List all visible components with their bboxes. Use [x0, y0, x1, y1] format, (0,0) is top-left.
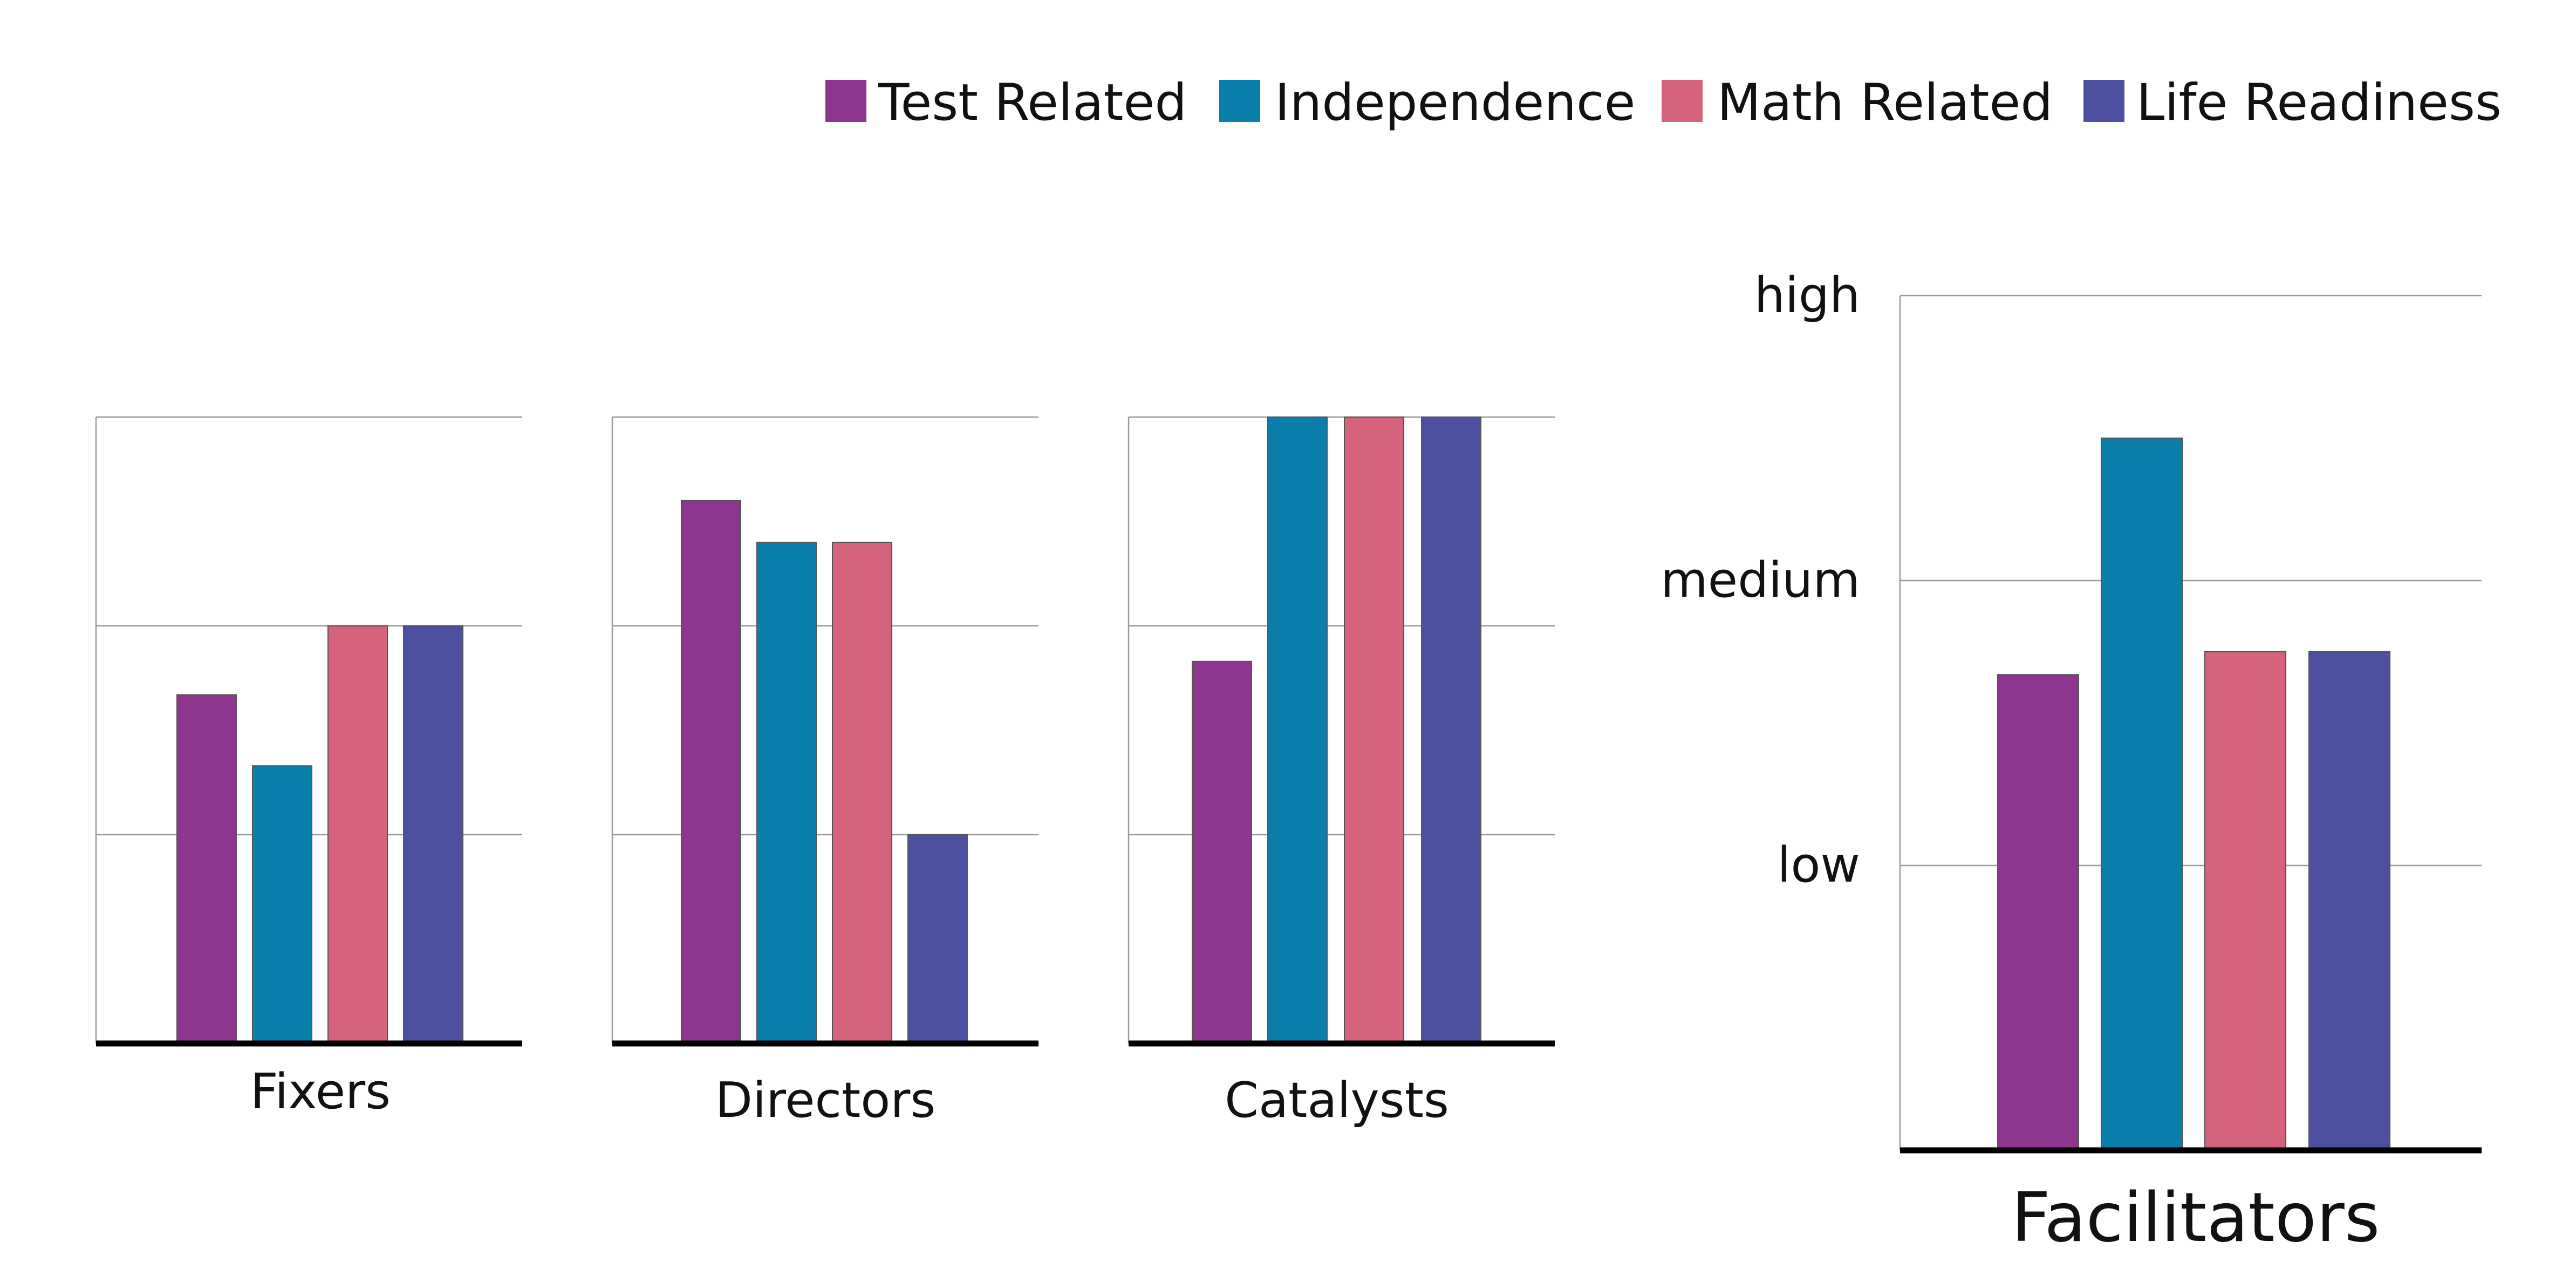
legend: Test Related Independence Math Related Life…	[825, 73, 2502, 132]
bar-catalysts-test-related	[1192, 660, 1252, 1045]
panel-title: Fixers	[250, 1063, 391, 1120]
legend-label: Math Related	[1717, 73, 2053, 132]
legend-swatch	[1662, 80, 1703, 122]
bar-catalysts-independence	[1267, 417, 1328, 1044]
legend-label: Life Readiness	[2136, 73, 2502, 132]
bar-facilitators-math-related	[2204, 651, 2286, 1151]
y-tick-label: medium	[1661, 552, 1860, 609]
bar-catalysts-math-related	[1344, 417, 1404, 1044]
legend-item-math-related: Math Related	[1662, 73, 2053, 132]
panel-facilitators: low medium high Facilitators	[1661, 267, 2482, 1257]
panel-title: Directors	[715, 1072, 935, 1129]
bar-facilitators-test-related	[1997, 674, 2079, 1151]
bar-fixers-independence	[252, 765, 312, 1045]
legend-item-life-readiness: Life Readiness	[2083, 73, 2502, 132]
bar-fixers-life-readiness	[403, 625, 463, 1044]
y-tick-label: high	[1754, 267, 1860, 324]
y-tick-label: low	[1777, 837, 1860, 893]
legend-swatch	[825, 80, 866, 122]
bar-facilitators-independence	[2101, 438, 2183, 1151]
legend-swatch	[1219, 80, 1260, 122]
bar-directors-math-related	[832, 542, 892, 1044]
chart-panels: Fixers Directors Catalysts low medium high Fac…	[95, 267, 2482, 1257]
legend-item-test-related: Test Related	[825, 73, 1187, 132]
bar-directors-independence	[756, 542, 817, 1044]
legend-item-independence: Independence	[1219, 73, 1635, 132]
panel-title: Catalysts	[1225, 1072, 1449, 1129]
panel-title: Facilitators	[2012, 1178, 2380, 1257]
bar-directors-test-related	[681, 500, 741, 1044]
bar-directors-life-readiness	[907, 834, 968, 1044]
bar-fixers-test-related	[176, 694, 237, 1044]
legend-swatch	[2083, 80, 2124, 122]
legend-label: Independence	[1275, 73, 1635, 132]
legend-label: Test Related	[878, 73, 1187, 132]
bar-fixers-math-related	[327, 625, 388, 1044]
panel-catalysts: Catalysts	[1128, 416, 1555, 1129]
bar-facilitators-life-readiness	[2308, 651, 2390, 1151]
bar-catalysts-life-readiness	[1421, 417, 1481, 1044]
panel-fixers: Fixers	[95, 416, 522, 1120]
panel-directors: Directors	[611, 416, 1038, 1129]
